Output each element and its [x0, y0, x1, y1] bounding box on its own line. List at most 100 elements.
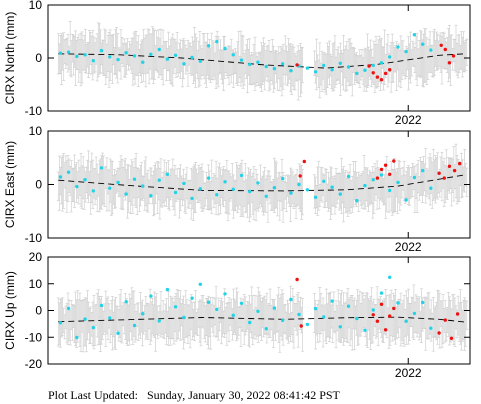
data-point [379, 78, 384, 82]
data-point [346, 174, 351, 179]
data-point [458, 161, 462, 166]
data-point [313, 306, 318, 311]
data-point [305, 322, 310, 327]
data-point [396, 45, 400, 49]
data-point [272, 66, 277, 71]
data-point [256, 181, 260, 185]
y-axis-label: CIRX Up (mm) [3, 271, 17, 350]
footer-label: Plot Last Updated: [48, 388, 138, 402]
y-tick-label: 10 [29, 277, 43, 291]
data-point [412, 33, 417, 37]
data-point [157, 47, 161, 52]
data-point [157, 319, 161, 323]
data-point [388, 275, 392, 279]
data-point [322, 315, 326, 319]
data-point [295, 277, 299, 282]
data-point [149, 52, 153, 56]
data-point [99, 48, 104, 53]
data-point [299, 324, 303, 328]
data-point [404, 49, 408, 54]
series-cyan [58, 166, 433, 203]
data-point [223, 46, 227, 51]
y-tick-label: -20 [25, 357, 43, 371]
data-point [392, 306, 396, 311]
data-point [346, 304, 351, 308]
data-point [182, 181, 186, 186]
series-cyan [58, 275, 433, 340]
data-point [256, 309, 260, 313]
data-point [91, 59, 96, 63]
y-tick-label: 0 [35, 178, 42, 192]
data-point [141, 184, 145, 188]
data-point [281, 176, 285, 181]
series-cyan [58, 33, 433, 76]
data-point [338, 61, 342, 65]
data-point [190, 296, 194, 300]
data-point [297, 182, 301, 187]
data-point [223, 292, 227, 296]
data-point [330, 68, 334, 72]
data-point [371, 313, 375, 317]
data-point [371, 308, 375, 312]
data-point [379, 302, 384, 306]
data-point [305, 66, 310, 70]
data-point [248, 62, 252, 67]
y-axis-label: CIRX North (mm) [3, 12, 17, 105]
data-point [388, 314, 392, 318]
data-point [206, 300, 211, 304]
data-point [75, 54, 79, 59]
data-point [66, 170, 71, 174]
data-point [58, 51, 63, 55]
data-point [388, 188, 392, 193]
data-point [149, 194, 153, 198]
plot-last-updated: Plot Last Updated: Sunday, January 30, 2… [48, 388, 340, 403]
data-point [281, 62, 285, 66]
y-tick-label: 10 [29, 124, 43, 138]
data-point [264, 327, 268, 331]
data-point [371, 178, 375, 182]
data-point [455, 312, 460, 316]
footer-timestamp: Sunday, January 30, 2022 08:41:42 PST [147, 388, 340, 402]
y-tick-label: -10 [25, 104, 43, 118]
data-point [165, 287, 170, 292]
data-point [215, 193, 219, 197]
trend-line [58, 53, 465, 69]
data-point [421, 168, 425, 173]
series-red [295, 43, 456, 82]
data-point [379, 291, 384, 295]
data-point [132, 177, 137, 181]
data-point [223, 180, 227, 184]
x-tick-label: 2022 [395, 240, 422, 254]
data-point [437, 331, 441, 335]
data-point [75, 335, 79, 340]
data-point [198, 282, 202, 286]
data-point [437, 171, 441, 175]
data-point [239, 58, 244, 62]
data-point [108, 186, 112, 190]
data-point [190, 196, 194, 201]
data-point [388, 55, 392, 59]
data-point [116, 180, 120, 185]
data-point [99, 303, 104, 308]
data-point [305, 188, 310, 192]
data-point [165, 172, 170, 176]
data-point [449, 336, 454, 340]
data-point [75, 184, 79, 189]
data-point [58, 175, 63, 179]
data-point [281, 318, 285, 323]
series-red [298, 159, 462, 180]
data-point [404, 198, 408, 202]
data-point [182, 315, 186, 320]
data-point [383, 71, 388, 76]
data-point [355, 198, 359, 203]
data-point [439, 43, 443, 47]
data-point [412, 311, 417, 316]
data-point [375, 75, 380, 79]
y-tick-label: -10 [25, 231, 43, 245]
data-point [452, 168, 457, 173]
data-point [239, 301, 244, 305]
data-point [124, 51, 128, 55]
data-point [289, 69, 293, 73]
data-point [198, 59, 202, 63]
data-point [355, 316, 359, 321]
